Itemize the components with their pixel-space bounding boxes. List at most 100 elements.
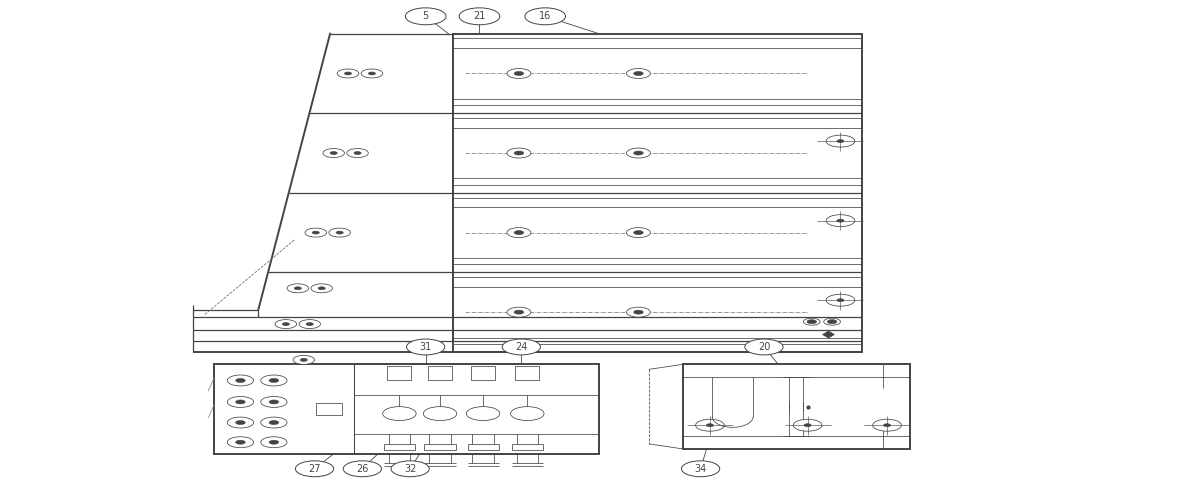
Circle shape: [307, 322, 314, 326]
Circle shape: [837, 219, 845, 222]
Circle shape: [283, 322, 290, 326]
Circle shape: [525, 8, 565, 25]
Circle shape: [261, 417, 288, 428]
Text: 32: 32: [404, 464, 417, 474]
Bar: [428, 366, 452, 380]
Circle shape: [707, 424, 714, 426]
Circle shape: [807, 320, 817, 324]
Bar: [387, 366, 411, 380]
Bar: [316, 403, 341, 415]
Text: 26: 26: [356, 464, 369, 474]
Circle shape: [837, 140, 845, 142]
Circle shape: [270, 440, 279, 444]
Circle shape: [337, 231, 343, 234]
Circle shape: [793, 420, 822, 431]
Text: 21: 21: [473, 12, 485, 22]
Circle shape: [261, 396, 288, 407]
Circle shape: [236, 440, 246, 444]
Circle shape: [228, 375, 254, 386]
Circle shape: [459, 8, 500, 25]
Circle shape: [270, 378, 279, 382]
Circle shape: [514, 151, 524, 155]
Circle shape: [288, 284, 309, 293]
Circle shape: [228, 396, 254, 407]
Circle shape: [507, 148, 531, 158]
Circle shape: [368, 72, 375, 75]
Circle shape: [300, 320, 321, 328]
Circle shape: [514, 310, 524, 314]
Circle shape: [507, 68, 531, 78]
Circle shape: [627, 307, 651, 317]
Circle shape: [682, 461, 720, 476]
Circle shape: [837, 298, 845, 302]
Circle shape: [502, 339, 540, 355]
Circle shape: [382, 406, 416, 420]
Circle shape: [696, 420, 725, 431]
Circle shape: [305, 228, 327, 237]
Circle shape: [270, 420, 279, 424]
Bar: [453, 118, 861, 128]
Circle shape: [804, 424, 811, 426]
Text: 16: 16: [539, 12, 551, 22]
Bar: [353, 364, 599, 380]
Circle shape: [827, 214, 855, 226]
Circle shape: [338, 69, 358, 78]
Circle shape: [295, 287, 302, 290]
Circle shape: [228, 437, 254, 448]
Circle shape: [261, 437, 288, 448]
Circle shape: [423, 406, 456, 420]
Text: 34: 34: [695, 464, 707, 474]
Text: 20: 20: [758, 342, 770, 352]
Circle shape: [236, 378, 246, 382]
Bar: [515, 366, 539, 380]
Circle shape: [329, 228, 350, 237]
Circle shape: [406, 339, 444, 355]
Circle shape: [405, 8, 446, 25]
Bar: [453, 34, 861, 352]
Circle shape: [634, 230, 643, 234]
Circle shape: [466, 406, 500, 420]
Circle shape: [228, 417, 254, 428]
Circle shape: [344, 72, 351, 75]
Circle shape: [236, 420, 246, 424]
Circle shape: [323, 148, 344, 158]
Circle shape: [270, 400, 279, 404]
Bar: [453, 277, 861, 286]
Circle shape: [514, 230, 524, 234]
Circle shape: [353, 152, 361, 154]
Circle shape: [510, 406, 544, 420]
Circle shape: [627, 228, 651, 237]
Circle shape: [745, 339, 783, 355]
Bar: [471, 366, 495, 380]
Bar: [214, 364, 599, 454]
Text: 31: 31: [419, 342, 431, 352]
Circle shape: [872, 420, 901, 431]
Bar: [424, 444, 455, 450]
Bar: [467, 444, 498, 450]
Circle shape: [301, 358, 308, 362]
Bar: [683, 364, 909, 449]
Bar: [353, 364, 599, 454]
Circle shape: [296, 461, 334, 476]
Circle shape: [634, 72, 643, 76]
Circle shape: [507, 228, 531, 237]
Circle shape: [883, 424, 890, 426]
Circle shape: [804, 318, 821, 325]
Circle shape: [276, 320, 297, 328]
Circle shape: [294, 356, 315, 364]
Circle shape: [311, 284, 333, 293]
Bar: [453, 198, 861, 207]
Circle shape: [824, 318, 841, 325]
Circle shape: [514, 72, 524, 76]
Circle shape: [828, 320, 837, 324]
Circle shape: [627, 148, 651, 158]
Circle shape: [634, 310, 643, 314]
Circle shape: [319, 287, 326, 290]
Circle shape: [827, 294, 855, 306]
Bar: [512, 444, 543, 450]
Circle shape: [343, 461, 381, 476]
Circle shape: [391, 461, 429, 476]
Text: 5: 5: [423, 12, 429, 22]
Circle shape: [627, 68, 651, 78]
Bar: [453, 38, 861, 48]
